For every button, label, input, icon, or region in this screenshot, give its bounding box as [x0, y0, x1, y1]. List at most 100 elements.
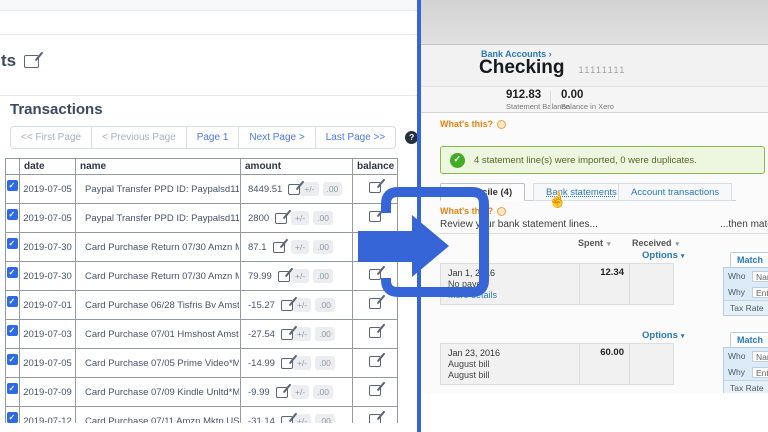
banner-text: 4 statement line(s) were imported, 0 wer…: [474, 154, 697, 166]
amount-column-header: amount: [240, 158, 353, 175]
right-arrow-icon: [358, 215, 449, 277]
plus-minus-button[interactable]: +/-: [300, 182, 319, 196]
table-row: 2019-07-01 Card Purchase 06/28 Tisfris B…: [5, 290, 398, 320]
last-page-button[interactable]: Last Page >>: [314, 126, 397, 149]
spent-column-header[interactable]: Spent: [578, 238, 611, 248]
tab-account-transactions[interactable]: Account transactions: [618, 183, 733, 201]
decimals-button[interactable]: .00: [313, 211, 333, 225]
plus-minus-button[interactable]: +/-: [291, 269, 310, 283]
import-arrow-graphic: [358, 187, 489, 297]
help-icon[interactable]: ?: [405, 131, 417, 144]
import-success-banner: 4 statement line(s) were imported, 0 wer…: [440, 146, 765, 174]
decimals-button[interactable]: .00: [315, 327, 335, 341]
plus-minus-button[interactable]: +/-: [292, 327, 312, 341]
edit-balance-icon[interactable]: [369, 182, 381, 193]
spent-amount: 60.00: [580, 344, 630, 384]
pagination: << First Page < Previous Page Page 1 Nex…: [10, 126, 417, 149]
decimals-button[interactable]: .00: [315, 356, 335, 370]
row-checkbox-checked[interactable]: [7, 238, 18, 249]
next-page-button[interactable]: Next Page >: [238, 126, 316, 149]
edit-balance-icon[interactable]: [369, 211, 381, 222]
xero-balance-label: Balance in Xero: [561, 102, 614, 111]
row-checkbox-checked[interactable]: [7, 354, 18, 365]
review-hint: Review your bank statement lines...: [440, 219, 598, 230]
cell-name: Card Purchase 07/11 Amzn Mktp US*Mh8Av: [85, 415, 239, 424]
page-1-button[interactable]: Page 1: [185, 126, 240, 149]
why-input[interactable]: Enter: [752, 366, 768, 378]
previous-page-button[interactable]: < Previous Page: [91, 126, 187, 149]
page-title-text: ts: [1, 51, 17, 70]
edit-amount-icon[interactable]: [272, 241, 285, 253]
transactions-table-wrap: date name amount balance 2019-07-05 Payp…: [5, 158, 414, 423]
balance-column-header: balance: [352, 158, 398, 175]
account-name: Checking: [479, 57, 565, 78]
edit-title-icon[interactable]: [24, 54, 40, 68]
table-header-row: date name amount balance: [5, 158, 398, 175]
edit-balance-icon[interactable]: [369, 298, 381, 309]
whats-this-link[interactable]: What's this?: [440, 206, 507, 216]
plus-minus-button[interactable]: +/-: [291, 211, 310, 225]
options-label: Options: [642, 330, 678, 341]
cell-amount: -15.27: [248, 299, 275, 311]
row-checkbox-checked[interactable]: [7, 267, 18, 278]
why-input[interactable]: Enter: [752, 286, 768, 298]
decimals-button[interactable]: .00: [313, 240, 333, 254]
row-checkbox-checked[interactable]: [7, 296, 18, 307]
decimals-button[interactable]: .00: [313, 385, 333, 399]
plus-minus-button[interactable]: +/-: [292, 298, 312, 312]
cell-date: 2019-07-30: [19, 232, 76, 262]
edit-amount-icon[interactable]: [275, 386, 288, 398]
name-column-header: name: [75, 158, 241, 175]
cell-date: 2019-07-05: [19, 203, 76, 233]
statement-editor-panel: ts Transactions << First Page < Previous…: [0, 0, 417, 432]
row-checkbox-checked[interactable]: [7, 325, 18, 336]
row-checkbox-checked[interactable]: [7, 180, 18, 191]
options-dropdown[interactable]: Options: [642, 330, 684, 341]
decimals-button[interactable]: .00: [313, 269, 333, 283]
match-tab[interactable]: Match: [730, 252, 768, 267]
statement-details[interactable]: August bill: [448, 370, 490, 380]
edit-balance-icon[interactable]: [369, 385, 381, 396]
row-checkbox-checked[interactable]: [7, 209, 18, 220]
whats-this-label: What's this?: [440, 206, 494, 216]
statement-payee: August bill: [448, 359, 490, 369]
edit-amount-icon[interactable]: [280, 415, 293, 423]
whats-this-link[interactable]: What's this?: [440, 119, 507, 129]
match-tab[interactable]: Match: [730, 332, 768, 347]
edit-amount-icon[interactable]: [288, 183, 301, 195]
breadcrumb[interactable]: Bank Accounts ›: [481, 49, 552, 59]
statement-line-card[interactable]: Jan 23, 2016 August bill August bill 60.…: [440, 343, 674, 385]
tax-rate-row[interactable]: Tax Rate: [724, 380, 768, 393]
received-column-header[interactable]: Received: [632, 238, 679, 248]
tax-rate-row[interactable]: Tax Rate: [724, 300, 768, 315]
first-page-button[interactable]: << First Page: [10, 126, 93, 149]
plus-minus-button[interactable]: +/-: [291, 240, 310, 254]
options-dropdown[interactable]: Options: [642, 250, 684, 261]
edit-balance-icon[interactable]: [369, 269, 381, 280]
row-checkbox-checked[interactable]: [7, 412, 18, 423]
edit-amount-icon[interactable]: [280, 299, 293, 311]
edit-balance-icon[interactable]: [369, 327, 381, 338]
table-row: 2019-07-30 Card Purchase Return 07/30 Am…: [5, 261, 398, 291]
cell-amount: 8449.51: [248, 183, 283, 195]
decimals-button[interactable]: .00: [315, 298, 335, 312]
who-input[interactable]: Name: [752, 350, 768, 362]
edit-amount-icon[interactable]: [275, 212, 288, 224]
plus-minus-button[interactable]: +/-: [291, 385, 310, 399]
edit-amount-icon[interactable]: [280, 357, 293, 369]
plus-minus-button[interactable]: +/-: [292, 414, 312, 423]
plus-minus-button[interactable]: +/-: [292, 356, 312, 370]
row-checkbox-checked[interactable]: [7, 383, 18, 394]
decimals-button[interactable]: .00: [322, 182, 343, 196]
sort-caret-icon: [607, 238, 611, 248]
spent-label: Spent: [578, 238, 604, 248]
edit-balance-icon[interactable]: [369, 414, 381, 423]
edit-balance-icon[interactable]: [369, 356, 381, 367]
edit-amount-icon[interactable]: [280, 328, 293, 340]
decimals-button[interactable]: .00: [315, 414, 335, 423]
who-input[interactable]: Name: [752, 270, 768, 282]
top-band: [0, 0, 417, 11]
edit-amount-icon[interactable]: [277, 270, 290, 282]
cell-date: 2019-07-05: [19, 174, 76, 204]
table-row: 2019-07-12 Card Purchase 07/11 Amzn Mktp…: [5, 406, 398, 424]
